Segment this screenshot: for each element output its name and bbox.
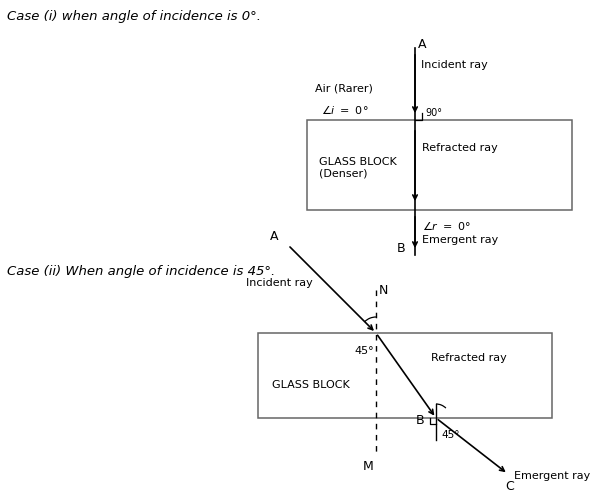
- Text: B: B: [397, 242, 405, 254]
- Text: Case (i) when angle of incidence is 0°.: Case (i) when angle of incidence is 0°.: [7, 10, 261, 23]
- Text: Emergent ray: Emergent ray: [514, 471, 590, 481]
- Text: Emergent ray: Emergent ray: [422, 235, 498, 245]
- Text: $\angle i\ =\ 0°$: $\angle i\ =\ 0°$: [321, 102, 368, 115]
- Text: Refracted ray: Refracted ray: [422, 143, 498, 153]
- Bar: [258, 333, 552, 418]
- Text: Case (ii) When angle of incidence is 45°.: Case (ii) When angle of incidence is 45°…: [7, 265, 275, 278]
- Text: GLASS BLOCK
(Denser): GLASS BLOCK (Denser): [319, 157, 397, 179]
- Text: C: C: [505, 480, 514, 493]
- Text: A: A: [418, 38, 427, 51]
- Text: 45°: 45°: [354, 346, 374, 356]
- Text: $\angle r\ =\ 0°$: $\angle r\ =\ 0°$: [422, 220, 471, 233]
- Text: Incident ray: Incident ray: [246, 278, 313, 288]
- Text: Air (Rarer): Air (Rarer): [315, 83, 373, 93]
- Text: 90°: 90°: [425, 108, 442, 118]
- Text: M: M: [362, 460, 373, 473]
- Text: GLASS BLOCK: GLASS BLOCK: [272, 380, 350, 390]
- Bar: [307, 120, 572, 210]
- Text: 45°: 45°: [441, 430, 459, 440]
- Text: A: A: [270, 230, 278, 243]
- Text: Incident ray: Incident ray: [421, 60, 488, 70]
- Text: Refracted ray: Refracted ray: [431, 353, 507, 363]
- Text: N: N: [379, 284, 388, 297]
- Text: B: B: [416, 415, 425, 428]
